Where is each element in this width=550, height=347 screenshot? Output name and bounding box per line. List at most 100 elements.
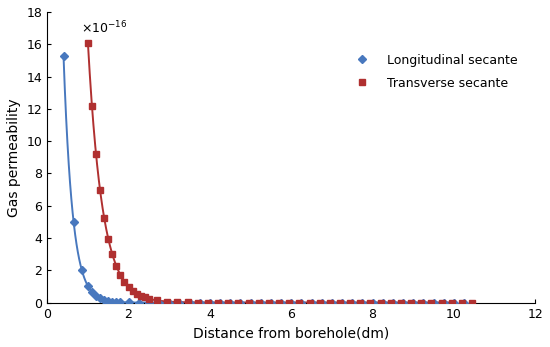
Longitudinal secante	[441, 301, 447, 305]
Longitudinal secante	[450, 301, 457, 305]
Transverse secante	[109, 252, 116, 256]
Transverse secante	[214, 301, 221, 305]
Transverse secante	[418, 301, 425, 305]
Longitudinal secante	[109, 299, 116, 304]
Transverse secante	[105, 236, 112, 240]
Y-axis label: Gas permeability: Gas permeability	[7, 98, 21, 217]
Longitudinal secante	[308, 301, 315, 305]
Transverse secante	[286, 301, 293, 305]
Transverse secante	[367, 301, 374, 305]
Transverse secante	[327, 301, 333, 305]
Longitudinal secante	[410, 301, 416, 305]
Transverse secante	[306, 301, 313, 305]
Longitudinal secante	[135, 301, 142, 305]
Transverse secante	[184, 300, 191, 304]
Transverse secante	[408, 301, 415, 305]
Longitudinal secante	[268, 301, 274, 305]
Longitudinal secante	[359, 301, 366, 305]
Longitudinal secante	[101, 298, 107, 302]
Longitudinal secante	[60, 53, 67, 58]
Transverse secante	[117, 273, 124, 277]
Longitudinal secante	[93, 294, 100, 298]
Transverse secante	[428, 301, 435, 305]
Transverse secante	[97, 188, 103, 193]
Transverse secante	[357, 301, 364, 305]
Transverse secante	[138, 294, 144, 298]
Longitudinal secante	[166, 301, 173, 305]
Transverse secante	[316, 301, 323, 305]
Longitudinal secante	[257, 301, 264, 305]
Line: Longitudinal secante: Longitudinal secante	[60, 52, 467, 306]
Transverse secante	[141, 295, 148, 299]
Longitudinal secante	[461, 301, 468, 305]
Transverse secante	[266, 301, 272, 305]
Longitudinal secante	[105, 299, 112, 303]
Longitudinal secante	[125, 301, 132, 305]
X-axis label: Distance from borehole(dm): Distance from borehole(dm)	[193, 326, 389, 340]
Transverse secante	[377, 301, 384, 305]
Transverse secante	[164, 299, 170, 304]
Longitudinal secante	[176, 301, 183, 305]
Longitudinal secante	[227, 301, 234, 305]
Transverse secante	[398, 301, 404, 305]
Transverse secante	[459, 301, 465, 305]
Transverse secante	[255, 301, 262, 305]
Transverse secante	[448, 301, 455, 305]
Transverse secante	[93, 152, 100, 156]
Longitudinal secante	[113, 300, 120, 304]
Transverse secante	[146, 297, 152, 301]
Longitudinal secante	[298, 301, 305, 305]
Longitudinal secante	[237, 301, 244, 305]
Longitudinal secante	[217, 301, 223, 305]
Longitudinal secante	[430, 301, 437, 305]
Longitudinal secante	[389, 301, 396, 305]
Transverse secante	[194, 301, 201, 305]
Transverse secante	[153, 298, 160, 303]
Text: $\times10^{-16}$: $\times10^{-16}$	[81, 19, 128, 36]
Transverse secante	[276, 301, 282, 305]
Transverse secante	[469, 301, 475, 305]
Longitudinal secante	[196, 301, 203, 305]
Transverse secante	[125, 285, 132, 289]
Longitudinal secante	[70, 220, 77, 225]
Longitudinal secante	[248, 301, 254, 305]
Longitudinal secante	[278, 301, 284, 305]
Longitudinal secante	[379, 301, 386, 305]
Longitudinal secante	[369, 301, 376, 305]
Transverse secante	[438, 301, 445, 305]
Legend: Longitudinal secante, Transverse secante: Longitudinal secante, Transverse secante	[340, 47, 524, 96]
Line: Transverse secante: Transverse secante	[85, 40, 475, 306]
Transverse secante	[134, 291, 140, 296]
Longitudinal secante	[318, 301, 325, 305]
Transverse secante	[174, 300, 180, 304]
Transverse secante	[85, 41, 91, 45]
Transverse secante	[205, 301, 211, 305]
Longitudinal secante	[207, 301, 213, 305]
Transverse secante	[121, 280, 128, 284]
Longitudinal secante	[339, 301, 345, 305]
Transverse secante	[347, 301, 354, 305]
Transverse secante	[296, 301, 303, 305]
Longitudinal secante	[97, 296, 103, 301]
Longitudinal secante	[186, 301, 193, 305]
Transverse secante	[89, 104, 95, 108]
Longitudinal secante	[420, 301, 427, 305]
Transverse secante	[235, 301, 241, 305]
Transverse secante	[129, 289, 136, 293]
Longitudinal secante	[85, 284, 91, 288]
Transverse secante	[225, 301, 232, 305]
Transverse secante	[101, 216, 107, 220]
Transverse secante	[388, 301, 394, 305]
Longitudinal secante	[117, 300, 124, 304]
Longitudinal secante	[146, 301, 152, 305]
Longitudinal secante	[156, 301, 162, 305]
Transverse secante	[337, 301, 343, 305]
Longitudinal secante	[349, 301, 355, 305]
Longitudinal secante	[79, 268, 85, 272]
Longitudinal secante	[400, 301, 406, 305]
Longitudinal secante	[89, 290, 95, 294]
Transverse secante	[245, 301, 252, 305]
Transverse secante	[113, 264, 120, 268]
Longitudinal secante	[288, 301, 294, 305]
Longitudinal secante	[328, 301, 335, 305]
